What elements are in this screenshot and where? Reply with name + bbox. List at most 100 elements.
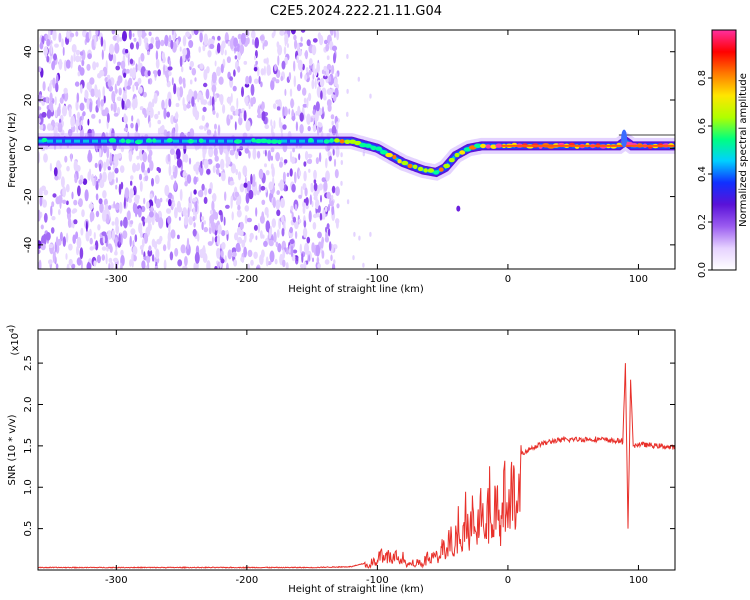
spectrogram-noise-mark xyxy=(216,247,221,259)
spectrogram-noise-mark xyxy=(203,82,208,88)
spectrogram-noise-mark xyxy=(114,236,118,248)
spectrogram-noise-mark xyxy=(275,79,280,84)
spectrogram-noise-mark xyxy=(318,183,324,191)
colorbar-label: Normalized spectral amplitude xyxy=(738,73,749,227)
spectrogram-noise-mark xyxy=(140,52,145,62)
spectrogram-noise-mark xyxy=(328,155,332,162)
spectrogram-noise-mark xyxy=(166,208,170,214)
spectrogram-noise-mark xyxy=(240,32,246,45)
spectrogram-noise-mark xyxy=(247,263,251,269)
spectrogram-noise-mark xyxy=(279,30,285,36)
spectrogram-noise-mark xyxy=(311,242,315,253)
spectrogram-noise-mark xyxy=(306,236,311,244)
spectrogram-noise-mark xyxy=(89,211,95,222)
snr-y-label: SNR (10 * v/v) xyxy=(7,414,18,485)
spectrogram-noise-mark xyxy=(171,201,176,208)
spectrogram-noise-mark xyxy=(154,265,159,269)
spectrogram-noise-mark xyxy=(335,72,338,78)
colorbar-tick-label: 0.0 xyxy=(697,262,708,278)
snr-line-marks xyxy=(38,363,675,570)
spectrogram-noise-mark xyxy=(53,53,57,61)
spectrogram-noise-mark xyxy=(68,106,72,118)
spectrogram-noise-mark xyxy=(282,171,286,182)
spectrogram-noise-mark xyxy=(326,191,332,199)
spectrogram-noise-mark xyxy=(315,244,321,257)
spectrogram-noise-mark xyxy=(268,228,272,240)
spectrogram-noise-mark xyxy=(124,187,130,199)
spectrogram-noise-mark xyxy=(120,262,123,269)
spectrogram-noise-mark xyxy=(223,216,226,226)
spectrogram-noise-mark xyxy=(328,241,332,252)
spectrogram-noise-mark xyxy=(118,201,123,214)
spectrogram-noise-mark xyxy=(50,227,55,234)
spectrogram-y-tick-label: 20 xyxy=(23,94,34,107)
spectrogram-noise-mark xyxy=(103,39,106,52)
spectrogram-noise-mark xyxy=(95,30,99,36)
spectrogram-noise-mark xyxy=(157,111,161,115)
spectrogram-peak-mark xyxy=(166,138,173,143)
spectrogram-noise-mark xyxy=(271,77,277,82)
snr-x-tick-label: -300 xyxy=(105,575,128,586)
spectrogram-peak-mark xyxy=(233,139,242,144)
spectrogram-noise-mark xyxy=(113,257,119,263)
spectrogram-noise-mark xyxy=(45,34,49,40)
spectrogram-x-tick-label: 0 xyxy=(505,274,511,285)
spectrogram-noise-mark xyxy=(167,231,172,243)
spectrogram-y-label: Frequency (Hz) xyxy=(7,112,18,188)
spectrogram-noise-mark xyxy=(176,86,180,98)
spectrogram-noise-mark xyxy=(237,236,243,245)
spectrogram-noise-mark xyxy=(328,128,333,133)
spectrogram-noise-mark xyxy=(290,245,294,258)
spectrogram-noise-mark xyxy=(193,90,198,100)
spectrogram-noise-mark xyxy=(308,58,313,66)
spectrogram-noise-mark xyxy=(91,38,95,50)
spectrogram-noise-mark xyxy=(318,34,324,46)
spectrogram-noise-mark xyxy=(246,217,252,223)
spectrogram-noise-mark xyxy=(208,146,214,158)
spectrogram-noise-mark xyxy=(273,30,276,37)
colorbar-tick-label: 0.4 xyxy=(697,166,708,182)
spectrogram-noise-mark xyxy=(126,210,131,221)
spectrogram-noise-mark xyxy=(227,249,232,260)
spectrogram-noise-mark xyxy=(182,151,186,163)
spectrogram-noise-mark xyxy=(331,64,335,75)
spectrogram-noise-mark xyxy=(331,185,336,194)
spectrogram-noise-mark xyxy=(80,120,84,126)
spectrogram-noise-mark xyxy=(129,42,134,50)
spectrogram-noise-mark xyxy=(55,263,59,269)
spectrogram-noise-mark xyxy=(290,98,294,109)
spectrogram-noise-mark xyxy=(69,32,75,38)
spectrogram-noise-mark xyxy=(40,211,43,218)
spectrogram-noise-mark xyxy=(89,101,93,113)
spectrogram-noise-mark xyxy=(256,190,260,196)
spectrogram-noise-mark xyxy=(84,189,89,202)
spectrogram-noise-mark xyxy=(308,92,312,102)
spectrogram-noise-mark xyxy=(58,209,61,216)
spectrogram-peak-mark xyxy=(120,138,126,143)
spectrogram-noise-mark xyxy=(48,101,54,111)
spectrogram-noise-mark xyxy=(220,250,224,258)
spectrogram-noise-mark xyxy=(298,42,303,47)
spectrogram-noise-mark xyxy=(154,174,160,185)
spectrogram-noise-mark xyxy=(167,215,172,225)
spectrogram-noise-mark xyxy=(203,196,208,204)
spectrogram-noise-mark xyxy=(94,88,99,98)
spectrogram-noise-mark xyxy=(57,195,63,204)
spectrogram-noise-mark xyxy=(46,38,51,47)
spectrogram-noise-mark xyxy=(278,117,282,128)
spectrogram-noise-mark xyxy=(65,232,69,243)
spectrogram-noise-mark xyxy=(64,155,68,163)
spectrogram-noise-mark xyxy=(283,106,288,117)
spectrogram-noise-mark xyxy=(283,46,287,55)
spectrogram-noise-mark xyxy=(176,158,182,168)
spectrogram-noise-mark xyxy=(292,249,298,254)
spectrogram-noise-mark xyxy=(226,56,231,64)
spectrogram-noise-mark xyxy=(312,38,318,43)
spectrogram-noise-mark xyxy=(116,106,121,116)
spectrogram-noise-mark xyxy=(80,227,84,236)
spectrogram-noise-mark xyxy=(112,35,118,41)
spectrogram-noise-mark xyxy=(203,33,208,46)
spectrogram-noise-mark xyxy=(250,259,254,266)
spectrogram-noise-mark xyxy=(97,72,102,79)
